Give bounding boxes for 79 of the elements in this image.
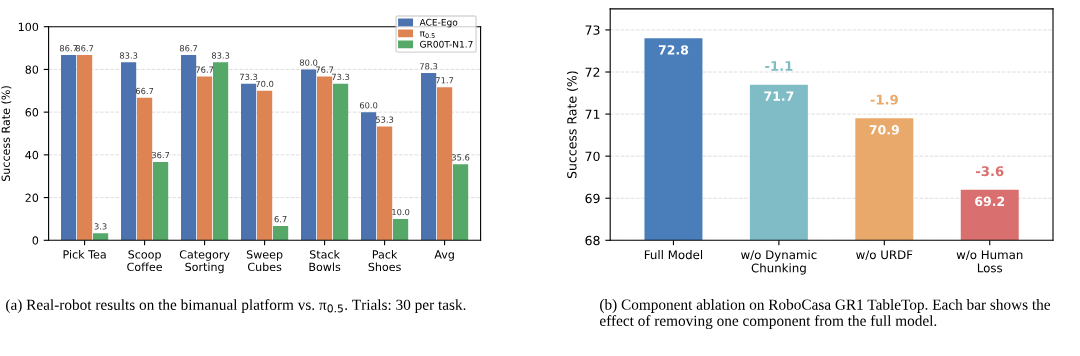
data-label: 71.7 bbox=[764, 91, 794, 101]
x-tick-label: Sweep Cubes bbox=[246, 250, 283, 272]
data-label: 70.9 bbox=[869, 125, 899, 135]
y-tick-label: 0 bbox=[32, 236, 39, 245]
bar bbox=[437, 87, 453, 241]
data-label: 6.7 bbox=[274, 215, 287, 223]
data-label: 80.0 bbox=[299, 59, 318, 66]
x-tick-label: Pack Shoes bbox=[368, 250, 401, 272]
legend-label: π$_{0.5}$ bbox=[419, 31, 435, 39]
x-tick-label: Category Sorting bbox=[179, 250, 230, 274]
bar bbox=[453, 164, 469, 241]
data-label: 69.2 bbox=[975, 196, 1005, 207]
y-tick-label: 72 bbox=[585, 67, 600, 77]
text: (b) Component ablation on RoboCasa GR1 TableTop. Each bar shows the effect of removing one component from the full model. bbox=[600, 299, 1051, 330]
data-label: 86.7 bbox=[179, 45, 198, 52]
data-label: 10.0 bbox=[392, 208, 410, 216]
data-label: 76.7 bbox=[316, 66, 334, 73]
data-label: 76.7 bbox=[196, 66, 214, 73]
text: (a) Real-robot results on the bimanual platform vs. π$_{0.5}$. Trials: 30 per task. bbox=[6, 299, 466, 314]
bar bbox=[197, 76, 213, 241]
bar bbox=[213, 62, 229, 241]
bar bbox=[317, 76, 333, 241]
bar bbox=[393, 218, 409, 241]
bar bbox=[137, 97, 153, 241]
data-label: 60.0 bbox=[359, 102, 378, 109]
annotation: -1.9 bbox=[870, 94, 898, 105]
x-tick-label: Stack Bowls bbox=[309, 250, 341, 272]
data-label: 86.7 bbox=[59, 45, 78, 52]
y-tick-label: 73 bbox=[585, 25, 600, 35]
bar bbox=[121, 62, 137, 241]
y-tick-label: 71 bbox=[585, 109, 600, 119]
bar bbox=[241, 83, 257, 241]
data-label: 78.3 bbox=[420, 63, 438, 70]
data-label: 83.3 bbox=[119, 52, 138, 59]
y-tick-label: 20 bbox=[25, 193, 39, 202]
data-label: 83.3 bbox=[211, 52, 230, 59]
annotation: -3.6 bbox=[976, 166, 1004, 177]
data-label: 71.7 bbox=[436, 77, 454, 84]
y-tick-label: 80 bbox=[25, 65, 39, 74]
x-tick-label: Full Model bbox=[644, 250, 703, 260]
y-tick-label: 40 bbox=[25, 150, 39, 160]
data-label: 73.3 bbox=[332, 73, 350, 81]
y-tick-label: 68 bbox=[585, 235, 600, 246]
bar bbox=[153, 161, 169, 241]
y-tick-label: 70 bbox=[585, 151, 600, 162]
x-tick-label: w/o Dynamic Chunking bbox=[741, 250, 817, 275]
data-label: 3.3 bbox=[94, 223, 107, 230]
bar bbox=[181, 55, 197, 241]
bar bbox=[257, 90, 273, 241]
bar bbox=[301, 69, 317, 241]
data-label: 53.3 bbox=[375, 116, 394, 123]
bar bbox=[61, 55, 77, 241]
bar bbox=[421, 73, 437, 241]
legend-label: ACE-Ego bbox=[419, 18, 458, 28]
data-label: 66.7 bbox=[135, 87, 154, 95]
x-tick-label: Avg bbox=[434, 250, 454, 261]
x-tick-label: Pick Tea bbox=[63, 250, 106, 259]
y-axis-title: Success Rate (%) bbox=[1, 86, 12, 182]
annotation: -1.1 bbox=[765, 61, 793, 71]
bar bbox=[377, 126, 393, 241]
data-label: 72.8 bbox=[658, 45, 689, 55]
bar bbox=[77, 55, 93, 241]
legend-label: GR00T-N1.7 bbox=[420, 40, 473, 48]
y-tick-label: 69 bbox=[585, 193, 600, 204]
y-tick-label: 60 bbox=[25, 108, 39, 117]
x-tick-label: Scoop Coffee bbox=[127, 250, 163, 272]
data-label: 70.0 bbox=[256, 80, 274, 88]
bar bbox=[93, 233, 109, 241]
bar bbox=[361, 112, 377, 241]
y-tick-label: 100 bbox=[18, 22, 39, 32]
bar bbox=[273, 225, 289, 241]
x-tick-label: w/o URDF bbox=[856, 250, 913, 261]
y-axis-title: Success Rate (%) bbox=[566, 71, 579, 179]
bar bbox=[333, 83, 349, 241]
data-label: 36.7 bbox=[151, 151, 170, 159]
x-tick-label: w/o Human Loss bbox=[956, 250, 1023, 273]
data-label: 35.6 bbox=[451, 154, 470, 161]
data-label: 73.3 bbox=[240, 73, 258, 81]
data-label: 86.7 bbox=[75, 45, 94, 52]
